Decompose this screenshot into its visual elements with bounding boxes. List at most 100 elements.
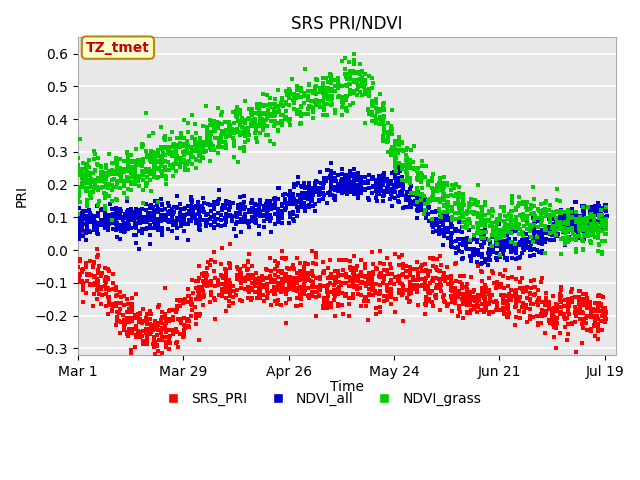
- Point: [556, 209, 566, 217]
- Point: [119, 165, 129, 172]
- Point: [468, 223, 479, 230]
- Point: [349, 78, 359, 85]
- Point: [124, 328, 134, 336]
- Point: [578, 247, 588, 254]
- Point: [499, 224, 509, 232]
- Point: [458, 205, 468, 213]
- Point: [225, 121, 235, 129]
- Point: [125, 209, 136, 216]
- Point: [529, 216, 539, 224]
- Point: [563, 296, 573, 303]
- Point: [156, 195, 166, 203]
- Point: [495, 270, 505, 278]
- Point: [601, 223, 611, 231]
- Point: [104, 267, 114, 275]
- Point: [601, 309, 611, 316]
- Point: [216, 138, 227, 145]
- Point: [165, 306, 175, 314]
- Point: [261, 92, 271, 99]
- Point: [92, 252, 102, 259]
- Point: [525, 252, 536, 260]
- Point: [259, 206, 269, 214]
- Point: [517, 274, 527, 282]
- Point: [323, 87, 333, 95]
- Point: [180, 324, 190, 332]
- Point: [188, 207, 198, 215]
- Point: [93, 270, 103, 277]
- Point: [164, 135, 175, 143]
- Point: [528, 300, 538, 308]
- Point: [371, 190, 381, 198]
- Point: [551, 231, 561, 239]
- Point: [310, 90, 321, 97]
- Point: [84, 191, 95, 199]
- Point: [319, 294, 329, 301]
- Point: [344, 86, 355, 94]
- Point: [575, 213, 585, 221]
- Point: [450, 285, 460, 292]
- Point: [397, 192, 408, 199]
- Point: [458, 295, 468, 303]
- Point: [462, 224, 472, 232]
- Point: [221, 270, 232, 278]
- Point: [360, 173, 370, 181]
- Point: [596, 292, 607, 300]
- Point: [82, 271, 92, 278]
- Point: [129, 209, 140, 217]
- Point: [341, 256, 351, 264]
- Point: [428, 255, 438, 263]
- Point: [141, 218, 152, 226]
- Point: [540, 227, 550, 234]
- Point: [96, 272, 106, 280]
- Point: [73, 161, 83, 169]
- Point: [195, 215, 205, 223]
- Point: [374, 270, 385, 278]
- Point: [262, 109, 273, 117]
- Point: [483, 261, 493, 268]
- Point: [146, 154, 156, 162]
- Point: [571, 227, 581, 235]
- Point: [119, 322, 129, 330]
- Point: [353, 290, 364, 298]
- Point: [316, 179, 326, 187]
- Point: [323, 166, 333, 173]
- Point: [454, 209, 465, 216]
- Point: [322, 85, 332, 93]
- Point: [160, 136, 170, 144]
- Point: [586, 212, 596, 219]
- Point: [596, 317, 607, 325]
- Point: [74, 188, 84, 196]
- Point: [145, 221, 156, 229]
- Point: [287, 264, 298, 272]
- Point: [342, 82, 352, 89]
- Point: [473, 198, 483, 206]
- Point: [387, 125, 397, 133]
- Point: [164, 150, 175, 158]
- Point: [259, 274, 269, 282]
- Point: [454, 302, 464, 310]
- Point: [193, 140, 204, 148]
- Point: [582, 233, 593, 240]
- Point: [159, 144, 170, 152]
- Point: [443, 225, 453, 232]
- Point: [401, 268, 411, 276]
- Point: [401, 159, 412, 167]
- Point: [307, 278, 317, 286]
- Point: [383, 128, 393, 135]
- Point: [511, 255, 521, 263]
- Point: [405, 164, 415, 171]
- Point: [108, 279, 118, 287]
- Point: [310, 184, 321, 192]
- Point: [341, 188, 351, 196]
- Point: [559, 225, 569, 232]
- Point: [107, 159, 117, 167]
- Point: [454, 308, 465, 316]
- Point: [387, 169, 397, 177]
- Point: [244, 218, 254, 226]
- Point: [345, 91, 355, 98]
- Point: [579, 231, 589, 239]
- Point: [302, 184, 312, 192]
- Point: [314, 98, 324, 106]
- Point: [281, 98, 291, 106]
- Point: [307, 288, 317, 296]
